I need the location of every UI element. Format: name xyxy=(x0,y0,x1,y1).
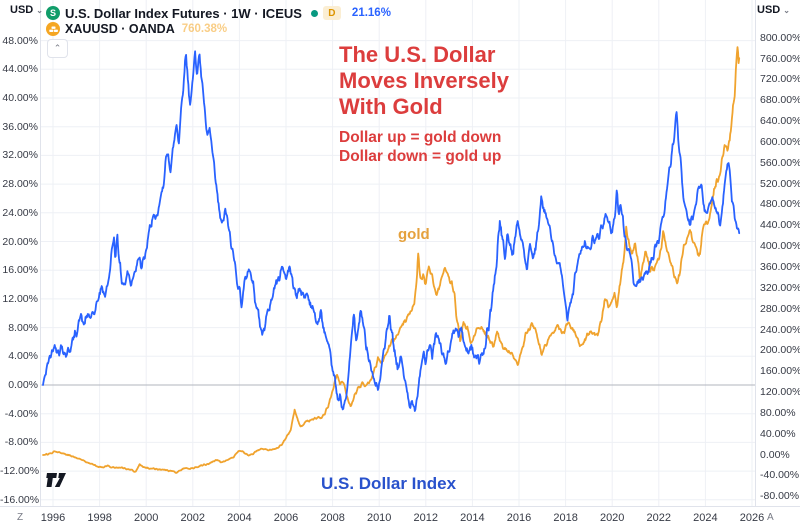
time-axis-tick-label: 2016 xyxy=(506,512,532,524)
right-axis-tick-label: 560.00% xyxy=(760,156,800,169)
right-axis-tick-label: 160.00% xyxy=(760,365,800,378)
dxy-legend-title: U.S. Dollar Index Futures · 1W · ICEUS xyxy=(65,5,302,21)
left-price-scale[interactable]: 48.00% 44.00% 40.00% 36.00% 32.00% 28.00% 24.0… xyxy=(0,0,41,506)
dxy-series-label: U.S. Dollar Index xyxy=(321,474,457,493)
right-axis-tick-label: 280.00% xyxy=(760,302,800,315)
time-axis-tick-label: 1998 xyxy=(87,512,112,524)
left-axis-tick-label: 0.00% xyxy=(8,379,38,391)
gold-bars-icon xyxy=(48,26,58,32)
right-scale-currency-label: USD xyxy=(757,4,781,16)
time-axis-tick-label: 2000 xyxy=(133,512,159,524)
time-axis-tick-label: 2022 xyxy=(646,512,672,524)
right-axis-tick-label: -40.00% xyxy=(760,469,800,482)
left-axis-tick-label: 20.00% xyxy=(2,235,38,248)
left-axis-tick-label: 8.00% xyxy=(8,321,38,334)
chevron-down-icon: ⌄ xyxy=(36,5,43,15)
left-axis-tick-label: -8.00% xyxy=(4,436,38,449)
legend-row-dxy[interactable]: S U.S. Dollar Index Futures · 1W · ICEUS… xyxy=(46,5,391,21)
left-axis-tick-label: -4.00% xyxy=(4,407,38,420)
chevron-up-icon: ⌃ xyxy=(53,43,62,53)
right-axis-tick-label: 320.00% xyxy=(760,281,800,294)
time-axis-tick-label: 2026 xyxy=(739,512,765,524)
tradingview-logo[interactable] xyxy=(46,473,70,489)
right-axis-tick-label: 40.00% xyxy=(760,427,796,440)
dxy-change-value: 21.16% xyxy=(351,7,391,19)
left-axis-tick-label: 36.00% xyxy=(2,120,38,133)
timezone-button[interactable]: Z xyxy=(17,512,24,523)
time-axis-tick-label: 2008 xyxy=(320,512,345,524)
time-axis-tick-label: 2012 xyxy=(413,512,439,524)
right-price-scale[interactable]: 800.00% 760.00% 720.00% 680.00% 640.00% 600.0… xyxy=(755,0,800,506)
left-axis-tick-label: 44.00% xyxy=(2,63,38,76)
legend-collapse-button[interactable]: ⌃ xyxy=(47,39,68,58)
right-axis-tick-label: 680.00% xyxy=(760,94,800,107)
right-axis-tick-label: 760.00% xyxy=(760,52,800,65)
gold-legend-title: XAUUSD · OANDA xyxy=(65,22,175,36)
right-axis-tick-label: 360.00% xyxy=(760,260,800,273)
right-axis-tick-label: 480.00% xyxy=(760,198,800,211)
gold-change-value: 760.38% xyxy=(181,23,228,35)
left-scale-currency-label: USD xyxy=(10,4,34,16)
time-axis-tick-label: 2006 xyxy=(273,512,299,524)
right-axis-tick-label: 80.00% xyxy=(760,406,796,419)
chevron-down-icon: ⌄ xyxy=(783,5,790,15)
gold-symbol-icon xyxy=(46,22,60,36)
left-axis-tick-label: -12.00% xyxy=(0,465,40,478)
left-axis-tick-label: 32.00% xyxy=(2,149,38,162)
right-axis-tick-label: 600.00% xyxy=(760,135,800,148)
right-axis-tick-label: 640.00% xyxy=(760,115,800,128)
gold-series-label: gold xyxy=(398,226,430,243)
time-axis-tick-label: 2004 xyxy=(227,512,252,524)
gold-line-series xyxy=(42,46,741,474)
left-axis-tick-label: 24.00% xyxy=(2,206,38,219)
annotation-title: The U.S. Dollar Moves Inversely With Gold xyxy=(339,42,509,119)
right-scale-currency-button[interactable]: USD ⌄ xyxy=(757,4,790,16)
left-axis-tick-label: -16.00% xyxy=(0,493,40,506)
legend-row-gold[interactable]: XAUUSD · OANDA 760.38% xyxy=(46,21,391,37)
time-axis-tick-label: 2014 xyxy=(460,512,485,524)
left-axis-tick-label: 40.00% xyxy=(2,92,38,104)
chart-plot-area[interactable] xyxy=(0,0,800,506)
left-axis-tick-label: 28.00% xyxy=(2,178,38,191)
dxy-line-series xyxy=(42,50,741,412)
right-axis-tick-label: -80.00% xyxy=(760,490,800,503)
left-scale-currency-button[interactable]: USD ⌄ xyxy=(10,4,43,16)
right-axis-tick-label: 800.00% xyxy=(760,31,800,44)
time-axis-tick-label: 2024 xyxy=(693,512,718,524)
right-axis-tick-label: 200.00% xyxy=(760,344,800,357)
right-axis-tick-label: 120.00% xyxy=(760,386,800,398)
left-axis-tick-label: 16.00% xyxy=(2,264,38,277)
market-status-icon xyxy=(310,9,318,17)
time-axis-tick-label: 2018 xyxy=(553,512,578,524)
time-axis-tick-label: 1996 xyxy=(40,512,66,524)
interval-badge[interactable]: D xyxy=(322,6,341,20)
left-axis-tick-label: 12.00% xyxy=(2,292,38,305)
annotation-subtitle: Dollar up = gold down Dollar down = gold … xyxy=(339,129,502,165)
right-axis-tick-label: 520.00% xyxy=(760,177,800,190)
left-axis-tick-label: 4.00% xyxy=(8,350,38,363)
dxy-symbol-icon: S xyxy=(46,6,60,20)
time-axis-tick-label: 2020 xyxy=(599,512,625,524)
legend: S U.S. Dollar Index Futures · 1W · ICEUS… xyxy=(46,5,391,37)
right-axis-tick-label: 440.00% xyxy=(760,219,800,232)
time-axis-tick-label: 2010 xyxy=(366,512,392,524)
time-axis[interactable]: Z A 1996 1998 2000 2002 2004 2006 2008 2010 2012… xyxy=(0,506,800,529)
time-axis-tick-label: 2002 xyxy=(180,512,206,524)
right-axis-tick-label: 720.00% xyxy=(760,73,800,86)
right-axis-tick-label: 400.00% xyxy=(760,240,800,253)
right-axis-tick-label: 0.00% xyxy=(760,448,790,461)
right-axis-tick-label: 240.00% xyxy=(760,323,800,336)
auto-scale-button[interactable]: A xyxy=(767,512,774,523)
left-axis-tick-label: 48.00% xyxy=(2,34,38,47)
